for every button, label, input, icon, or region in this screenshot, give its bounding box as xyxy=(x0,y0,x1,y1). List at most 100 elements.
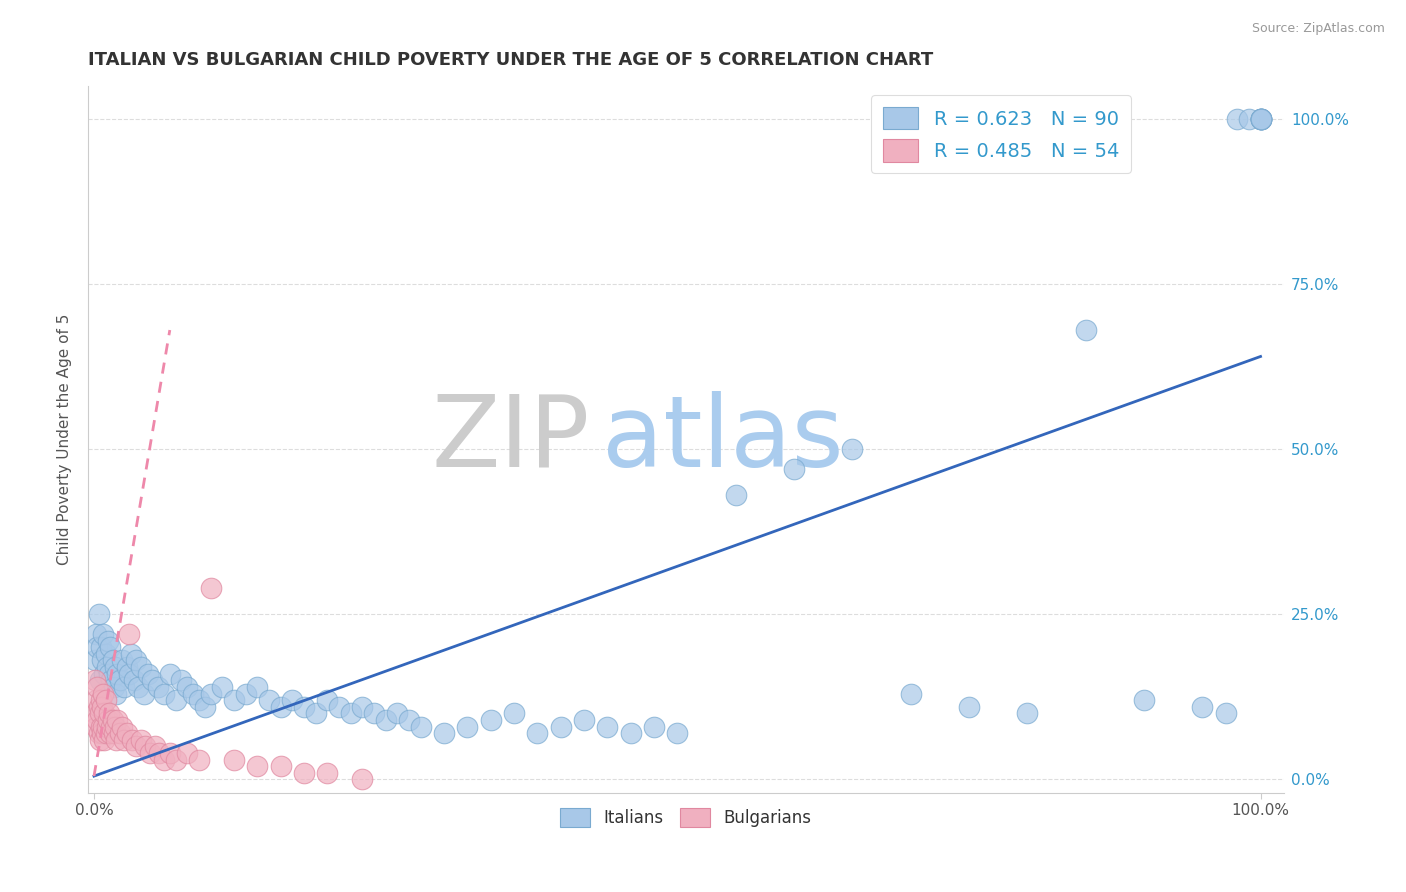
Point xyxy=(118,666,141,681)
Point xyxy=(1133,693,1156,707)
Point xyxy=(1074,323,1097,337)
Point xyxy=(98,666,121,681)
Point xyxy=(94,693,117,707)
Point xyxy=(1237,112,1260,126)
Legend: Italians, Bulgarians: Italians, Bulgarians xyxy=(554,801,818,834)
Point xyxy=(87,699,110,714)
Point xyxy=(108,673,131,688)
Point xyxy=(572,713,595,727)
Point xyxy=(153,753,176,767)
Point xyxy=(620,726,643,740)
Point xyxy=(86,627,108,641)
Point xyxy=(352,772,374,787)
Point xyxy=(103,680,125,694)
Point xyxy=(86,693,108,707)
Point xyxy=(96,660,118,674)
Point xyxy=(94,647,117,661)
Point xyxy=(93,732,115,747)
Point xyxy=(1191,699,1213,714)
Point xyxy=(1215,706,1237,721)
Point xyxy=(304,706,326,721)
Point xyxy=(91,686,114,700)
Point xyxy=(409,720,432,734)
Point xyxy=(87,726,110,740)
Point xyxy=(153,686,176,700)
Point xyxy=(101,653,124,667)
Point xyxy=(200,686,222,700)
Point xyxy=(1250,112,1272,126)
Text: ITALIAN VS BULGARIAN CHILD POVERTY UNDER THE AGE OF 5 CORRELATION CHART: ITALIAN VS BULGARIAN CHILD POVERTY UNDER… xyxy=(89,51,934,69)
Point xyxy=(129,660,152,674)
Point xyxy=(957,699,980,714)
Point xyxy=(84,653,107,667)
Point xyxy=(550,720,572,734)
Point xyxy=(129,732,152,747)
Point xyxy=(456,720,478,734)
Point xyxy=(86,713,108,727)
Point xyxy=(134,739,156,754)
Point xyxy=(235,686,257,700)
Point xyxy=(91,653,114,667)
Point xyxy=(328,699,350,714)
Point xyxy=(503,706,526,721)
Point xyxy=(96,720,118,734)
Point xyxy=(97,713,120,727)
Point xyxy=(900,686,922,700)
Point xyxy=(181,686,204,700)
Point xyxy=(176,746,198,760)
Point xyxy=(211,680,233,694)
Point xyxy=(105,732,128,747)
Point xyxy=(104,660,127,674)
Point xyxy=(165,753,187,767)
Point xyxy=(643,720,665,734)
Point xyxy=(93,666,115,681)
Point xyxy=(194,699,217,714)
Point xyxy=(139,746,162,760)
Point xyxy=(1017,706,1039,721)
Point xyxy=(112,732,135,747)
Point xyxy=(111,720,134,734)
Point xyxy=(1250,112,1272,126)
Point xyxy=(115,726,138,740)
Point xyxy=(105,666,128,681)
Point xyxy=(127,680,149,694)
Point xyxy=(176,680,198,694)
Point xyxy=(91,699,114,714)
Point xyxy=(783,462,806,476)
Point xyxy=(316,765,339,780)
Point xyxy=(100,720,122,734)
Point xyxy=(91,627,114,641)
Point xyxy=(84,673,107,688)
Point xyxy=(141,673,163,688)
Point xyxy=(136,666,159,681)
Point xyxy=(339,706,361,721)
Point xyxy=(98,640,121,655)
Point xyxy=(257,693,280,707)
Point xyxy=(93,706,115,721)
Point xyxy=(112,680,135,694)
Point xyxy=(91,720,114,734)
Point xyxy=(170,673,193,688)
Point xyxy=(374,713,396,727)
Point xyxy=(86,680,108,694)
Point xyxy=(100,673,122,688)
Point xyxy=(89,706,111,721)
Point xyxy=(1226,112,1249,126)
Point xyxy=(526,726,548,740)
Point xyxy=(246,759,269,773)
Point xyxy=(121,732,143,747)
Point xyxy=(292,765,315,780)
Point xyxy=(387,706,409,721)
Point xyxy=(108,726,131,740)
Point xyxy=(98,706,121,721)
Point xyxy=(94,726,117,740)
Point xyxy=(292,699,315,714)
Point xyxy=(281,693,304,707)
Point xyxy=(1250,112,1272,126)
Point xyxy=(596,720,619,734)
Point xyxy=(90,693,112,707)
Point xyxy=(103,726,125,740)
Point xyxy=(115,660,138,674)
Y-axis label: Child Poverty Under the Age of 5: Child Poverty Under the Age of 5 xyxy=(58,313,72,565)
Point xyxy=(146,680,169,694)
